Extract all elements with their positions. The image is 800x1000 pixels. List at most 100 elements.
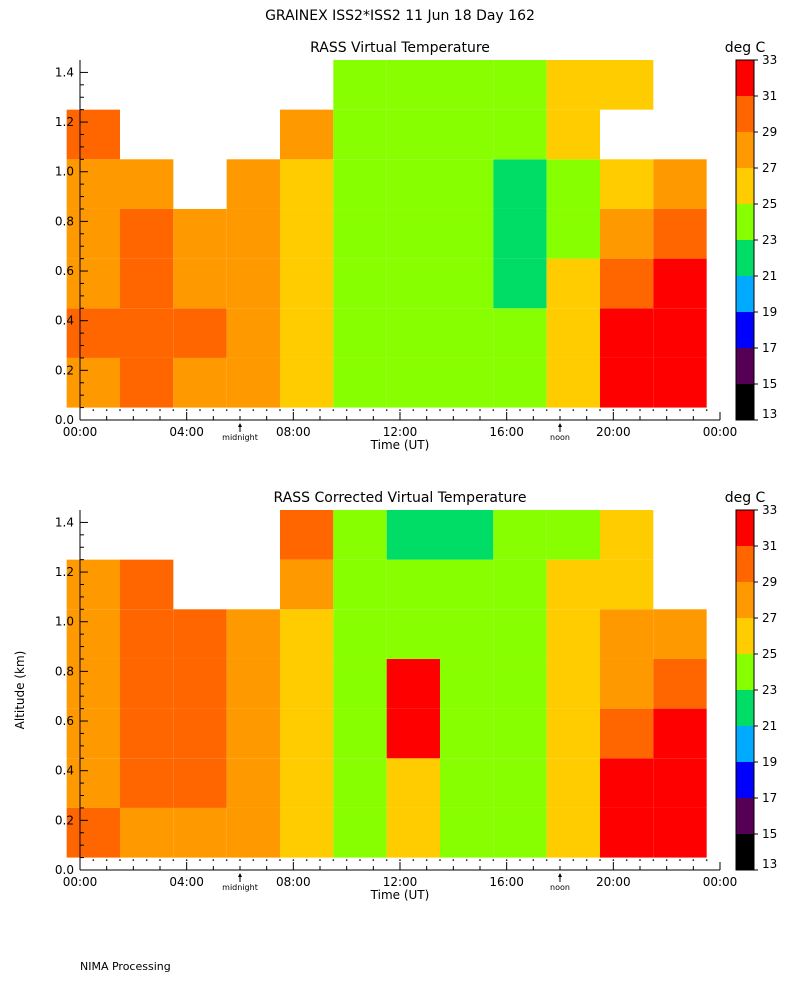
heatmap-cell: [120, 609, 174, 659]
baseline-dot: [572, 859, 575, 861]
colorbar-label: 17: [762, 791, 777, 805]
marker-arrowhead: [238, 423, 242, 427]
heatmap-cell: [66, 109, 120, 160]
baseline-dot: [612, 409, 615, 411]
heatmap-cell: [600, 208, 654, 259]
x-axis-label: Time (UT): [370, 888, 430, 902]
heatmap-cell: [440, 258, 494, 309]
colorbar-swatch: [736, 690, 754, 726]
heatmap-cell: [333, 559, 387, 610]
heatmap-cell: [600, 308, 654, 358]
heatmap-cell: [226, 758, 280, 808]
y-tick-label: 1.4: [55, 515, 74, 529]
colorbar-label: 23: [762, 683, 777, 697]
baseline-dot: [225, 409, 228, 411]
heatmap-cell: [440, 308, 494, 358]
heatmap-cell: [333, 807, 387, 858]
baseline-dot: [172, 859, 175, 861]
baseline-dot: [145, 859, 148, 861]
heatmap-cell: [333, 758, 387, 808]
baseline-dot: [425, 409, 428, 411]
baseline-dot: [145, 409, 148, 411]
heatmap-cell: [546, 807, 600, 858]
baseline-dot: [185, 409, 188, 411]
baseline-dot: [185, 859, 188, 861]
heatmap-cell: [653, 658, 707, 709]
heatmap-cell: [600, 609, 654, 659]
baseline-dot: [439, 409, 441, 411]
heatmap-cell: [440, 609, 494, 659]
heatmap-cell: [546, 658, 600, 709]
baseline-dot: [265, 409, 268, 411]
footer-text: NIMA Processing: [80, 960, 171, 973]
heatmap-cell: [280, 258, 334, 309]
colorbar-label: 19: [762, 305, 777, 319]
heatmap-cell: [333, 308, 387, 358]
marker-arrowhead: [558, 423, 562, 427]
heatmap-cell: [226, 258, 280, 309]
baseline-dot: [519, 409, 521, 411]
x-tick-label: 04:00: [169, 425, 204, 439]
heatmap-cell: [120, 708, 174, 759]
colorbar-label: 25: [762, 197, 777, 211]
baseline-dot: [652, 409, 655, 411]
baseline-dot: [679, 859, 681, 861]
heatmap-cell: [386, 758, 440, 808]
y-tick-label: 0.8: [55, 664, 74, 678]
baseline-dot: [452, 409, 455, 411]
colorbar-label: 21: [762, 719, 777, 733]
heatmap-cell: [440, 708, 494, 759]
heatmap-cell: [653, 708, 707, 759]
panel-virtual-temperature: RASS Virtual Temperature 0.0 0.2 0.4 0.6 0.8 1…: [55, 40, 777, 452]
heatmap-cell: [120, 159, 174, 209]
heatmap-cell: [66, 708, 120, 759]
colorbar-swatch: [736, 618, 754, 654]
baseline-dot: [599, 409, 601, 411]
baseline-dot: [292, 409, 295, 411]
y-axis-label: Altitude (km): [13, 651, 27, 730]
baseline-dot: [585, 409, 588, 411]
baseline-dot: [479, 859, 481, 861]
x-tick-label: 00:00: [63, 425, 98, 439]
heatmap-cell: [600, 60, 654, 110]
heatmap-cell: [386, 807, 440, 858]
heatmap-cell: [546, 708, 600, 759]
y-tick-label: 0.6: [55, 264, 74, 278]
colorbar-swatch: [736, 384, 754, 420]
heatmap-cell: [493, 258, 547, 309]
baseline-dot: [559, 409, 561, 411]
baseline-dot: [159, 859, 161, 861]
colorbar-label: 29: [762, 125, 777, 139]
heatmap-cell: [440, 510, 494, 560]
baseline-dot: [372, 409, 375, 411]
baseline-dot: [665, 859, 668, 861]
colorbar-swatch: [736, 510, 754, 546]
colorbar-label: 23: [762, 233, 777, 247]
heatmap-cell: [280, 208, 334, 259]
heatmap-cell: [120, 658, 174, 709]
baseline-dot: [399, 409, 401, 411]
heatmap-cell: [226, 357, 280, 408]
heatmap-cell: [66, 258, 120, 309]
heatmap-cell: [546, 510, 600, 560]
heatmap-cell: [226, 807, 280, 858]
x-tick-label: 00:00: [703, 875, 738, 889]
colorbar-label: 33: [762, 503, 777, 517]
baseline-dot: [532, 859, 535, 861]
heatmap-cell: [386, 159, 440, 209]
heatmap-cell: [546, 258, 600, 309]
baseline-dot: [252, 859, 255, 861]
heatmap-cell: [66, 758, 120, 808]
baseline-dot: [345, 859, 348, 861]
heatmap-cell: [333, 510, 387, 560]
heatmap-cell: [280, 559, 334, 610]
heatmap-cell: [66, 208, 120, 259]
x-tick-label: 08:00: [276, 875, 311, 889]
colorbar-label: 15: [762, 827, 777, 841]
baseline-dot: [105, 859, 108, 861]
colorbar-label: 15: [762, 377, 777, 391]
colorbar-swatch: [736, 96, 754, 132]
baseline-dot: [532, 409, 535, 411]
colorbar-label: 33: [762, 53, 777, 67]
colorbar-swatch: [736, 348, 754, 384]
